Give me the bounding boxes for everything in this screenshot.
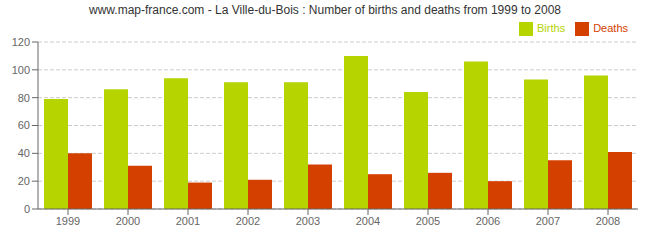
svg-text:2007: 2007 [536, 215, 560, 227]
html-text:www.map-france.com - La Ville-: www.map-france.com - La Ville-du-Bois : … [89, 3, 561, 17]
svg-text:60: 60 [18, 119, 30, 131]
svg-text:20: 20 [18, 175, 30, 187]
svg-text:40: 40 [18, 147, 30, 159]
svg-text:80: 80 [18, 92, 30, 104]
svg-text:2008: 2008 [596, 215, 620, 227]
svg-text:2006: 2006 [476, 215, 500, 227]
svg-text:2000: 2000 [116, 215, 140, 227]
svg-text:0: 0 [24, 203, 30, 215]
svg-text:2005: 2005 [416, 215, 440, 227]
html-text:Deaths: Deaths [593, 22, 628, 34]
html-text:Births: Births [537, 22, 566, 34]
svg-text:120: 120 [12, 36, 30, 48]
svg-text:2004: 2004 [356, 215, 380, 227]
svg-text:1999: 1999 [56, 215, 80, 227]
svg-text:100: 100 [12, 64, 30, 76]
svg-text:2002: 2002 [236, 215, 260, 227]
svg-text:2001: 2001 [176, 215, 200, 227]
svg-text:2003: 2003 [296, 215, 320, 227]
